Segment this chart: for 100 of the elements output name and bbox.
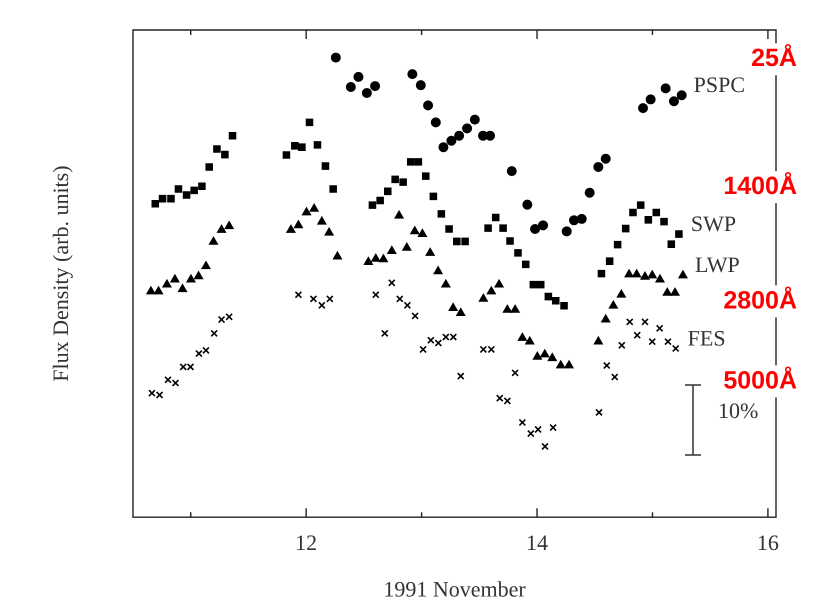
annotation: 1400Å [723, 170, 797, 200]
series-label: FES [688, 325, 726, 350]
annotation: 10% [718, 398, 758, 423]
point [402, 242, 412, 251]
point [629, 208, 637, 216]
annotation: 5000Å [723, 365, 797, 394]
point [600, 154, 611, 164]
point [560, 302, 568, 310]
y-axis-title: Flux Density (arb. units) [48, 165, 73, 382]
point [205, 163, 213, 171]
point [326, 295, 334, 303]
point [668, 240, 676, 248]
point [601, 314, 610, 322]
point [294, 290, 302, 299]
point [329, 185, 337, 193]
point [456, 308, 466, 316]
point [310, 204, 319, 212]
point [210, 330, 218, 338]
x-tick-label: 12 [295, 530, 318, 556]
point [662, 288, 672, 296]
point [404, 302, 412, 310]
point [330, 52, 341, 63]
point [146, 286, 156, 294]
point [322, 162, 330, 170]
point [410, 226, 420, 234]
point [652, 208, 660, 216]
point [306, 118, 314, 126]
point [318, 302, 326, 310]
point [364, 257, 373, 266]
point [442, 333, 450, 341]
point [484, 224, 492, 232]
point [549, 424, 557, 432]
point [488, 346, 496, 354]
point [614, 240, 622, 248]
point [178, 284, 187, 292]
point [594, 336, 603, 345]
point [492, 214, 500, 222]
point [221, 150, 229, 158]
point [660, 218, 668, 226]
point [670, 288, 680, 296]
point [562, 226, 572, 236]
point [194, 271, 204, 280]
point [346, 82, 356, 92]
point [641, 318, 649, 326]
point [310, 295, 318, 303]
point [186, 363, 194, 371]
point [282, 151, 290, 159]
point [656, 274, 664, 282]
point [648, 270, 657, 278]
point [506, 166, 517, 176]
point [198, 182, 206, 190]
point [190, 186, 198, 194]
point [499, 224, 507, 232]
point [678, 270, 688, 278]
point [552, 296, 560, 304]
series-label: SWP [690, 210, 736, 236]
point [228, 132, 236, 140]
point [564, 360, 574, 368]
point [676, 90, 687, 100]
point [456, 372, 465, 380]
point [434, 339, 442, 347]
point [536, 280, 545, 288]
point [148, 389, 156, 397]
point [530, 224, 540, 234]
point [602, 362, 611, 370]
point [454, 130, 464, 141]
point [584, 188, 595, 198]
point [541, 442, 549, 450]
point [648, 338, 656, 346]
point [362, 88, 372, 98]
point [353, 72, 364, 82]
point [167, 194, 175, 202]
point [532, 352, 542, 360]
point [399, 178, 407, 186]
point [636, 201, 644, 209]
point [154, 286, 163, 294]
point [411, 312, 419, 320]
point [317, 216, 326, 225]
point [638, 103, 648, 114]
point [179, 363, 187, 371]
point [478, 294, 488, 302]
point [606, 257, 614, 265]
point [422, 172, 430, 180]
point [622, 224, 630, 232]
point [540, 349, 550, 358]
point [511, 369, 519, 377]
point [418, 229, 427, 237]
x-tick-label: 16 [756, 530, 779, 556]
point [225, 313, 233, 321]
point [506, 237, 514, 245]
point [388, 279, 396, 287]
point [381, 330, 389, 338]
point [522, 200, 532, 210]
point [202, 346, 210, 354]
point [510, 304, 520, 313]
point [202, 261, 210, 270]
point [624, 270, 634, 278]
point [660, 83, 671, 94]
point [502, 304, 512, 313]
point [387, 246, 396, 254]
